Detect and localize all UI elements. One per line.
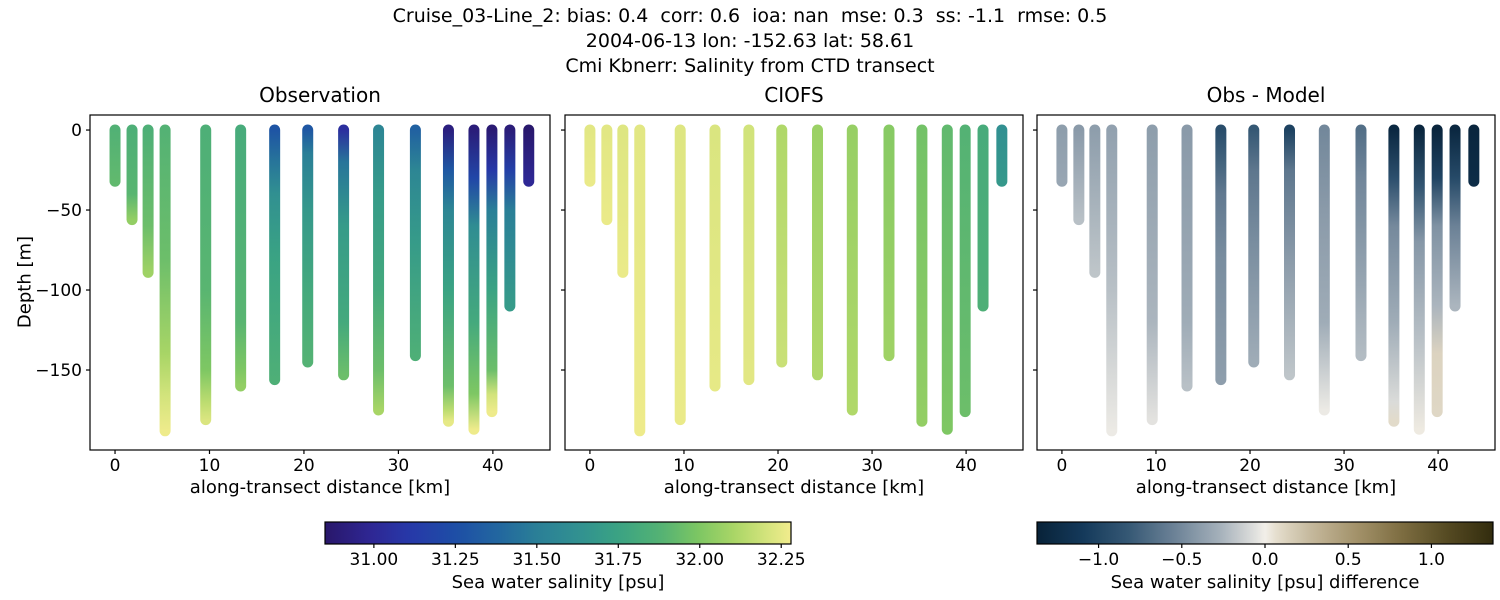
- x-tick-label: 10: [199, 456, 221, 476]
- x-tick-label: 30: [1333, 456, 1355, 476]
- colorbar-tick-label: 31.00: [350, 550, 399, 570]
- x-tick-label: 10: [1145, 456, 1167, 476]
- colorbar-tick-label: 32.00: [675, 550, 724, 570]
- y-tick-label: −100: [35, 281, 82, 301]
- colorbar-label-difference: Sea water salinity [psu] difference: [1110, 572, 1420, 593]
- x-tick-label: 20: [293, 456, 315, 476]
- figure-title-date-loc: 2004-06-13 lon: -152.63 lat: 58.61: [585, 30, 915, 52]
- colorbar-tick-label: 0.5: [1335, 550, 1362, 570]
- x-tick-label: 30: [861, 456, 883, 476]
- x-tick-label: 20: [1239, 456, 1261, 476]
- panel-title-ciofs: CIOFS: [764, 83, 824, 107]
- colorbar-tick-label: 0.0: [1251, 550, 1278, 570]
- x-tick-label: 0: [585, 456, 596, 476]
- x-tick-label: 40: [482, 456, 504, 476]
- axes-frame: [564, 114, 1024, 451]
- x-tick-label: 40: [1427, 456, 1449, 476]
- x-tick-label: 10: [673, 456, 695, 476]
- y-tick-label: −50: [46, 201, 82, 221]
- colorbar-salinity: 31.00 31.25 31.50 31.75 32.00 32.25: [324, 521, 806, 570]
- x-tick-label: 20: [767, 456, 789, 476]
- x-tick-label: 0: [110, 456, 121, 476]
- colorbar-label-salinity: Sea water salinity [psu]: [451, 572, 665, 593]
- panel-ciofs: 0 10 20 30 40: [561, 114, 1024, 476]
- figure-title-stats: Cruise_03-Line_2: bias: 0.4 corr: 0.6 io…: [392, 5, 1108, 27]
- axes-frame: [1036, 114, 1496, 451]
- x-axis-label-ciofs: along-transect distance [km]: [663, 477, 925, 498]
- colorbar-gradient: [1037, 522, 1493, 544]
- panel-observation: 0 10 20 30 40 0 −50 −100 −150: [35, 114, 551, 476]
- colorbar-difference: −1.0 −0.5 0.0 0.5 1.0: [1036, 521, 1494, 570]
- colorbar-tick-label: −1.0: [1078, 550, 1119, 570]
- colorbar-tick-label: 31.75: [594, 550, 643, 570]
- panel-obs-model: 0 10 20 30 40: [1033, 114, 1496, 476]
- colorbar-tick-label: −0.5: [1161, 550, 1202, 570]
- figure-title-variable: Cmi Kbnerr: Salinity from CTD transect: [565, 55, 935, 77]
- x-tick-label: 0: [1057, 456, 1068, 476]
- colorbar-frame: [324, 521, 792, 545]
- colorbar-tick-label: 31.25: [431, 550, 480, 570]
- y-tick-label: −150: [35, 361, 82, 381]
- x-tick-label: 40: [955, 456, 977, 476]
- colorbar-tick-label: 32.25: [757, 550, 806, 570]
- panel-title-obs-model: Obs - Model: [1206, 83, 1326, 107]
- x-axis-label-observation: along-transect distance [km]: [189, 477, 451, 498]
- panel-title-observation: Observation: [259, 83, 381, 107]
- x-axis-label-obs-model: along-transect distance [km]: [1135, 477, 1397, 498]
- x-tick-label: 30: [388, 456, 410, 476]
- y-tick-label: 0: [71, 121, 82, 141]
- axes-frame: [89, 114, 551, 451]
- colorbar-tick-label: 1.0: [1418, 550, 1445, 570]
- colorbar-tick-label: 31.50: [512, 550, 561, 570]
- colorbar-gradient: [325, 522, 791, 544]
